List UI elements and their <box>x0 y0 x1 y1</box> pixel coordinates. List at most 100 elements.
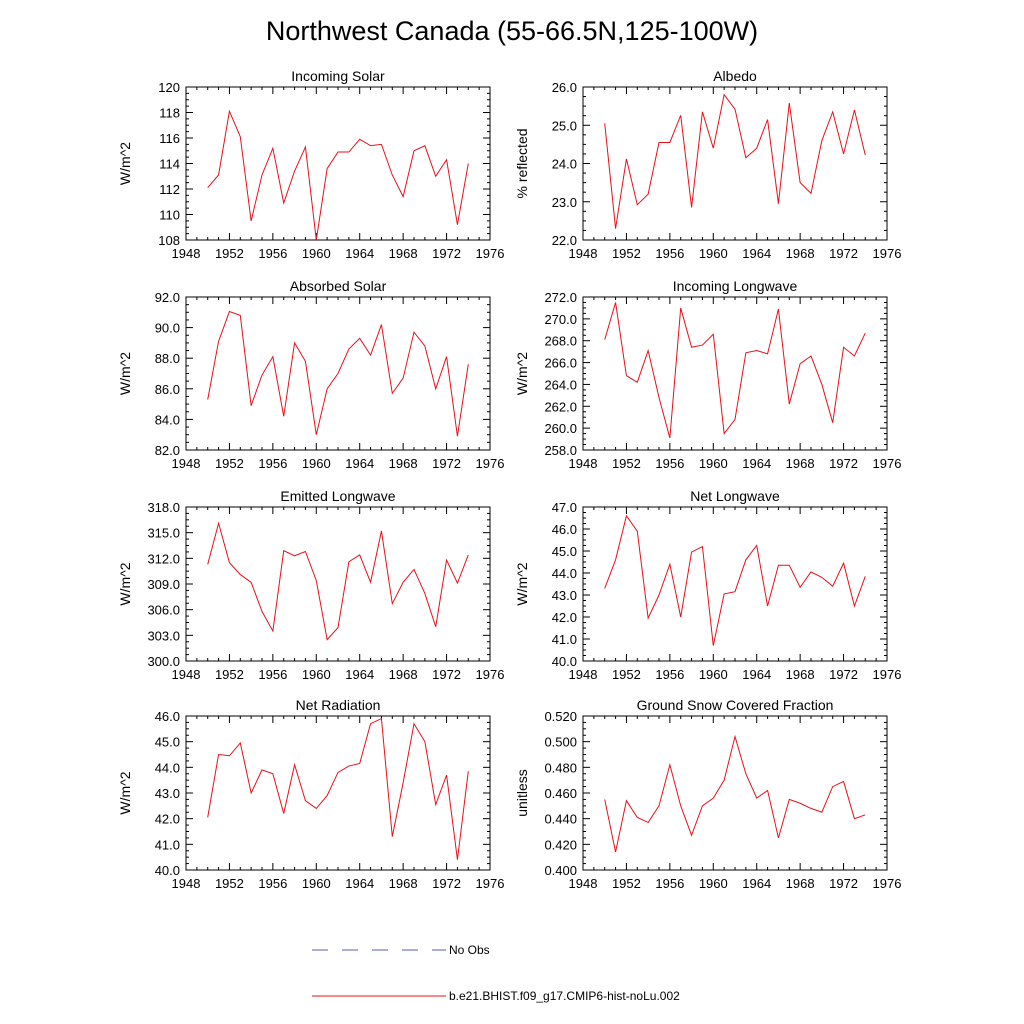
x-tick-label: 1948 <box>569 246 598 261</box>
panel-incoming-longwave: Incoming Longwave W/m^2 1948 1952 1956 1960 19… <box>514 278 901 471</box>
y-tick-label: 300.0 <box>147 654 180 669</box>
y-tick-label: 42.0 <box>155 812 180 827</box>
y-tick-label: 41.0 <box>155 837 180 852</box>
y-tick-label: 43.0 <box>155 786 180 801</box>
y-axis-label: W/m^2 <box>117 142 133 185</box>
panel-title: Albedo <box>713 68 757 84</box>
y-tick-label: 312.0 <box>147 551 180 566</box>
y-tick-label: 110 <box>159 208 180 223</box>
x-tick-label: 1952 <box>612 246 641 261</box>
x-tick-label: 1960 <box>699 246 728 261</box>
x-tick-label: 1972 <box>432 876 461 891</box>
x-tick-label: 1956 <box>655 246 684 261</box>
series-line <box>604 514 866 646</box>
y-tick-label: 0.420 <box>544 837 577 852</box>
y-tick-label: 26.0 <box>552 80 577 95</box>
series-line <box>604 302 866 439</box>
plot-frame <box>582 506 888 662</box>
panel-emitted-longwave: Emitted Longwave W/m^2 1948 1952 1956 1960 196… <box>117 488 504 682</box>
y-tick-label: 25.0 <box>552 118 577 133</box>
x-tick-label: 1960 <box>302 876 331 891</box>
y-tick-label: 86.0 <box>155 382 180 397</box>
y-tick-label: 84.0 <box>155 412 180 427</box>
x-tick-label: 1976 <box>476 246 505 261</box>
y-tick-label: 306.0 <box>147 603 180 618</box>
x-tick-label: 1948 <box>569 876 598 891</box>
y-tick-label: 44.0 <box>155 760 180 775</box>
plot-frame <box>582 296 888 451</box>
x-tick-label: 1972 <box>432 246 461 261</box>
x-tick-label: 1964 <box>345 456 374 471</box>
panel-net-radiation: Net Radiation W/m^2 1948 1952 1956 1960 1964 19… <box>117 697 504 891</box>
x-tick-label: 1964 <box>345 246 374 261</box>
x-tick-label: 1968 <box>786 876 815 891</box>
x-tick-label: 1960 <box>699 876 728 891</box>
y-tick-label: 46.0 <box>552 522 577 537</box>
y-tick-label: 108 <box>158 233 180 248</box>
x-tick-label: 1960 <box>302 456 331 471</box>
y-tick-label: 92.0 <box>155 290 180 305</box>
y-tick-label: 45.0 <box>155 735 180 750</box>
x-tick-label: 1976 <box>476 876 505 891</box>
y-tick-label: 40.0 <box>552 654 577 669</box>
y-tick-label: 22.0 <box>552 233 577 248</box>
y-tick-label: 0.520 <box>544 709 577 724</box>
x-tick-label: 1948 <box>172 456 201 471</box>
x-tick-label: 1948 <box>569 667 598 682</box>
x-tick-label: 1948 <box>172 667 201 682</box>
y-tick-label: 116 <box>159 131 180 146</box>
y-tick-label: 44.0 <box>552 566 577 581</box>
x-tick-label: 1972 <box>829 246 858 261</box>
x-tick-label: 1956 <box>258 246 287 261</box>
x-tick-label: 1968 <box>389 667 418 682</box>
y-tick-label: 46.0 <box>155 709 180 724</box>
y-tick-label: 0.400 <box>544 863 577 878</box>
x-tick-label: 1968 <box>389 456 418 471</box>
y-tick-label: 318.0 <box>147 500 180 515</box>
x-tick-label: 1968 <box>786 456 815 471</box>
x-tick-label: 1976 <box>476 456 505 471</box>
series-line <box>207 521 469 641</box>
y-tick-label: 270.0 <box>544 312 577 327</box>
x-tick-label: 1964 <box>742 876 771 891</box>
series-line <box>207 109 469 241</box>
y-tick-label: 82.0 <box>155 443 180 458</box>
x-tick-label: 1956 <box>258 876 287 891</box>
x-tick-label: 1952 <box>215 876 244 891</box>
y-tick-label: 118 <box>159 106 180 121</box>
x-tick-label: 1952 <box>215 246 244 261</box>
x-tick-label: 1972 <box>829 456 858 471</box>
y-tick-label: 112 <box>159 182 180 197</box>
x-tick-label: 1968 <box>786 246 815 261</box>
x-tick-label: 1960 <box>302 667 331 682</box>
y-tick-label: 24.0 <box>552 157 577 172</box>
x-tick-label: 1952 <box>612 876 641 891</box>
x-tick-label: 1968 <box>389 876 418 891</box>
x-tick-label: 1952 <box>215 456 244 471</box>
plot-frame <box>185 715 491 871</box>
y-tick-label: 262.0 <box>544 399 577 414</box>
y-tick-label: 0.440 <box>544 812 577 827</box>
y-axis-label: W/m^2 <box>117 562 133 605</box>
series-line <box>604 93 866 229</box>
y-tick-label: 0.480 <box>544 760 577 775</box>
x-tick-label: 1976 <box>873 246 902 261</box>
y-tick-label: 120 <box>158 80 180 95</box>
y-tick-label: 88.0 <box>155 351 180 366</box>
panel-albedo: Albedo % reflected 1948 1952 1956 1960 1964 196… <box>514 68 901 261</box>
y-tick-label: 315.0 <box>147 526 180 541</box>
x-tick-label: 1956 <box>655 456 684 471</box>
legend-label-model: b.e21.BHIST.f09_g17.CMIP6-hist-noLu.002 <box>449 989 680 1003</box>
x-tick-label: 1976 <box>873 456 902 471</box>
y-tick-label: 309.0 <box>147 577 180 592</box>
y-tick-label: 266.0 <box>544 356 577 371</box>
x-tick-label: 1952 <box>612 456 641 471</box>
x-tick-label: 1972 <box>432 456 461 471</box>
y-tick-label: 42.0 <box>552 610 577 625</box>
series-line <box>207 717 469 860</box>
y-tick-label: 258.0 <box>544 443 577 458</box>
x-tick-label: 1968 <box>389 246 418 261</box>
panel-incoming-solar: Incoming Solar W/m^2 1948 1952 1956 1960 1964 1… <box>117 68 504 261</box>
x-tick-label: 1968 <box>786 667 815 682</box>
